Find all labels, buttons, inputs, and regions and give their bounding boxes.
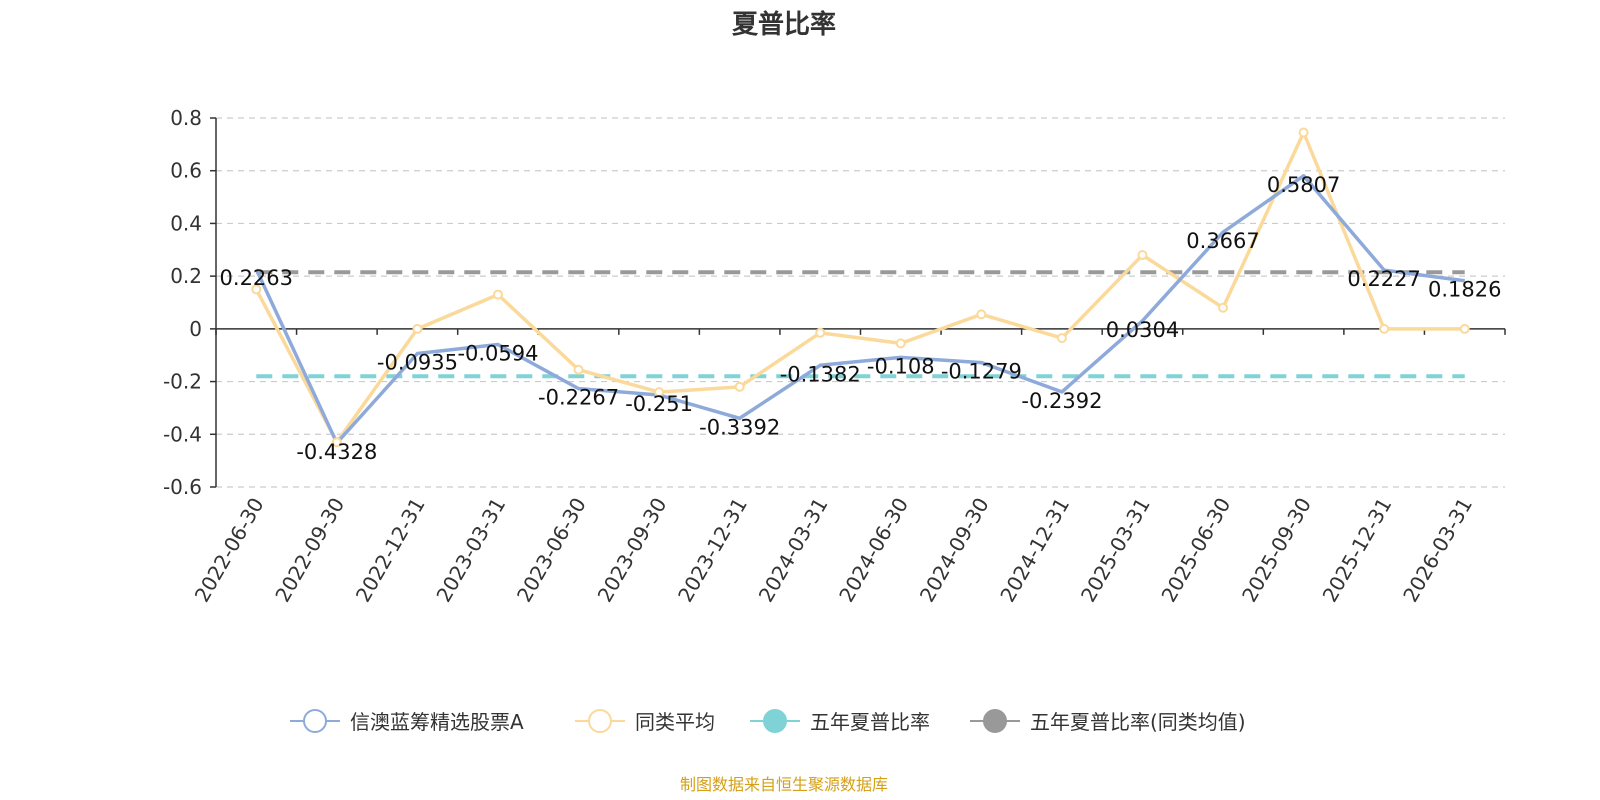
data-label: -0.251 [625, 392, 693, 416]
y-tick-label: -0.6 [163, 475, 202, 499]
reference-lines [256, 270, 1465, 379]
x-tick-label: 2024-03-31 [754, 494, 833, 607]
x-tick-label: 2025-03-31 [1076, 494, 1155, 607]
data-point [815, 327, 826, 338]
data-point [573, 364, 584, 375]
x-tick-label: 2022-06-30 [190, 494, 269, 607]
legend-label: 信澳蓝筹精选股票A [350, 710, 524, 734]
grid-lines [216, 117, 1505, 488]
data-label: -0.0935 [377, 351, 458, 375]
y-tick-label: 0.4 [170, 211, 202, 235]
legend-item[interactable]: 同类平均 [575, 709, 715, 734]
data-label: 0.0304 [1106, 318, 1179, 342]
x-tick-label: 2026-03-31 [1398, 494, 1477, 607]
x-tick-label: 2024-12-31 [995, 494, 1074, 607]
x-tick-label: 2023-09-30 [593, 494, 672, 607]
data-point [1459, 323, 1470, 334]
chart-title: 夏普比率 [732, 9, 836, 40]
data-label: 0.3667 [1186, 229, 1259, 253]
data-label: -0.108 [867, 354, 935, 378]
legend-item[interactable]: 五年夏普比率 [750, 709, 930, 734]
data-point [895, 338, 906, 349]
series-points [251, 127, 1470, 448]
data-label: -0.1382 [780, 362, 861, 386]
data-point [1298, 127, 1309, 138]
x-tick-label: 2022-09-30 [270, 494, 349, 607]
x-tick-label: 2025-09-30 [1237, 494, 1316, 607]
data-point [1379, 323, 1390, 334]
legend-marker [763, 709, 787, 733]
data-label: 0.5807 [1267, 173, 1340, 197]
x-tick-label: 2023-12-31 [673, 494, 752, 607]
data-point [1218, 302, 1229, 313]
source-note: 制图数据来自恒生聚源数据库 [680, 775, 888, 794]
series-lines [254, 130, 1465, 445]
data-point [1137, 250, 1148, 261]
data-point [492, 289, 503, 300]
data-point [331, 437, 342, 448]
y-tick-label: 0.2 [170, 264, 202, 288]
data-point [251, 284, 262, 295]
legend-label: 五年夏普比率 [810, 710, 930, 734]
data-label: -0.0594 [457, 342, 538, 366]
y-tick-label: 0.8 [170, 106, 202, 130]
x-tick-label: 2024-09-30 [915, 494, 994, 607]
legend-item[interactable]: 五年夏普比率(同类均值) [970, 709, 1246, 734]
data-label: -0.3392 [699, 415, 780, 439]
legend-label: 五年夏普比率(同类均值) [1030, 710, 1246, 734]
x-tick-label: 2025-06-30 [1156, 494, 1235, 607]
x-tick-label: 2023-03-31 [431, 494, 510, 607]
series-line [254, 130, 1465, 444]
x-tick-label: 2024-06-30 [834, 494, 913, 607]
y-tick-label: 0.6 [170, 159, 202, 183]
data-label: 0.2227 [1347, 267, 1420, 291]
data-point [1056, 333, 1067, 344]
legend[interactable]: 信澳蓝筹精选股票A 同类平均 五年夏普比率 五年夏普比率(同类均值) [290, 709, 1246, 734]
data-label: -0.4328 [296, 440, 377, 464]
data-labels: 0.2263 -0.4328 -0.0935 -0.0594-0.2267 -0.251… [220, 173, 1502, 464]
data-label: 0.2263 [220, 266, 293, 290]
y-tick-label: -0.4 [163, 422, 202, 446]
data-point [734, 381, 745, 392]
data-label: -0.1279 [941, 360, 1022, 384]
data-point [654, 387, 665, 398]
legend-marker [303, 709, 327, 733]
legend-marker [983, 709, 1007, 733]
x-tick-label: 2022-12-31 [351, 494, 430, 607]
data-label: 0.1826 [1428, 278, 1501, 302]
y-tick-label: 0 [189, 317, 202, 341]
x-tick-label: 2025-12-31 [1318, 494, 1397, 607]
legend-label: 同类平均 [635, 710, 715, 734]
data-point [412, 323, 423, 334]
y-tick-label: -0.2 [163, 370, 202, 394]
data-label: -0.2267 [538, 386, 619, 410]
legend-item[interactable]: 信澳蓝筹精选股票A [290, 709, 524, 734]
series-line [254, 174, 1465, 445]
data-point [976, 309, 987, 320]
x-tick-label: 2023-06-30 [512, 494, 591, 607]
data-label: -0.2392 [1021, 389, 1102, 413]
legend-marker [588, 709, 612, 733]
